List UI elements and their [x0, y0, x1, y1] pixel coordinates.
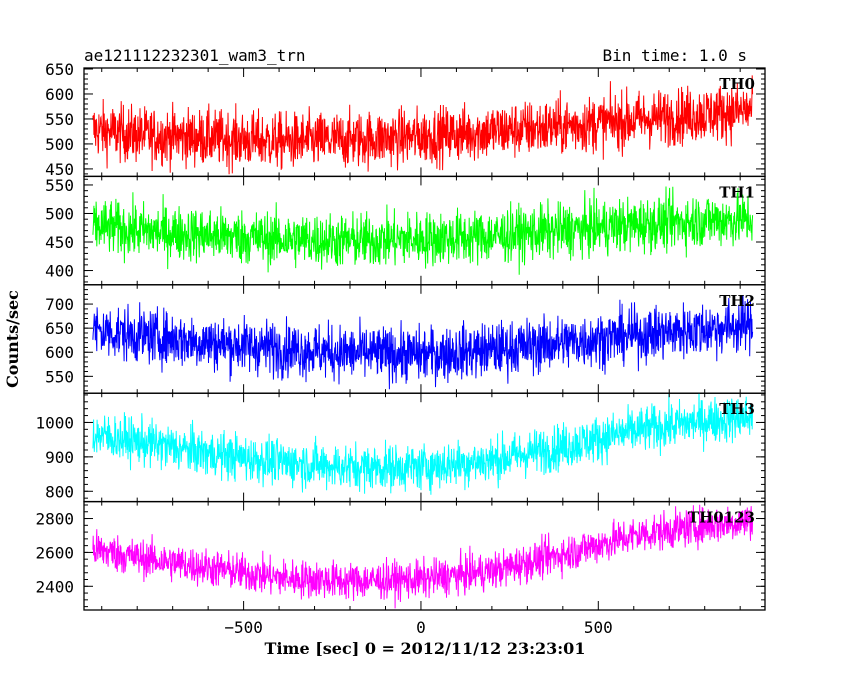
y-tick-label: 500: [45, 204, 74, 223]
y-tick-label: 650: [45, 319, 74, 338]
series-line-th3: [92, 393, 754, 495]
x-tick-label: 0: [416, 618, 426, 637]
y-tick-label: 800: [45, 482, 74, 501]
y-tick-label: 700: [45, 295, 74, 314]
y-tick-label: 2400: [35, 577, 74, 596]
series-line-th1: [92, 186, 754, 275]
y-tick-label: 2600: [35, 543, 74, 562]
series-line-th0123: [92, 504, 754, 609]
y-tick-label: 450: [45, 233, 74, 252]
series-line-th0: [92, 75, 754, 175]
x-axis-label: Time [sec] 0 = 2012/11/12 23:23:01: [265, 639, 586, 658]
y-tick-label: 600: [45, 85, 74, 104]
y-tick-label: 600: [45, 343, 74, 362]
panel-th0123: 2400 2600 2800 TH0123: [35, 500, 766, 611]
panel-label: TH0123: [688, 509, 755, 527]
panel-frame: [83, 500, 766, 611]
chart-title: ae121112232301_wam3_trn: [84, 46, 306, 65]
y-tick-label: 550: [45, 176, 74, 195]
y-tick-label: 550: [45, 367, 74, 386]
y-tick-label: 900: [45, 448, 74, 467]
panel-th0: 450 500 550 600 650 TH0: [45, 60, 766, 179]
y-tick-label: 2800: [35, 510, 74, 529]
x-tick-label: −500: [224, 618, 263, 637]
y-tick-label: 400: [45, 262, 74, 281]
panel-label: TH2: [719, 292, 755, 310]
y-tick-label: 450: [45, 160, 74, 179]
y-axis-label: Counts/sec: [3, 290, 22, 388]
bin-time-label: Bin time: 1.0 s: [603, 46, 748, 65]
panel-th1: 400 450 500 550 TH1: [45, 175, 766, 286]
panels-group: 450 500 550 600 650 TH0 400 450 500 550 TH1 550 600 6…: [35, 60, 766, 637]
y-tick-label: 550: [45, 110, 74, 129]
y-tick-label: 650: [45, 60, 74, 79]
y-tick-label: 1000: [35, 413, 74, 432]
y-tick-label: 500: [45, 135, 74, 154]
x-tick-label: 500: [584, 618, 613, 637]
panel-th2: 550 600 650 700 TH2: [45, 284, 766, 394]
panel-th3: 800 900 1000 TH3: [35, 392, 766, 503]
panel-label: TH1: [719, 183, 755, 201]
panel-label: TH0: [719, 75, 755, 93]
series-line-th2: [92, 295, 754, 390]
panel-label: TH3: [719, 400, 755, 418]
